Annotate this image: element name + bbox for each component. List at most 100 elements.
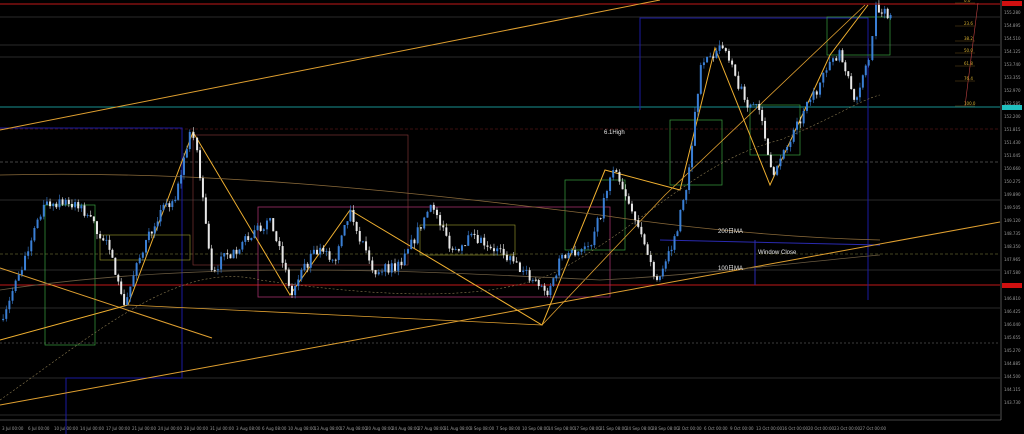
- candle: [676, 229, 679, 237]
- candle: [328, 247, 331, 262]
- candle-body: [371, 260, 374, 271]
- candles: [2, 0, 892, 322]
- candle-body: [679, 209, 682, 232]
- candle: [670, 245, 673, 257]
- candle-body: [132, 275, 135, 287]
- candle: [667, 246, 670, 264]
- candle-body: [709, 56, 712, 58]
- candle-body: [819, 82, 822, 95]
- candle: [871, 36, 874, 62]
- candle-body: [126, 297, 129, 305]
- candle-body: [77, 202, 80, 209]
- candle: [349, 205, 352, 223]
- candle: [473, 229, 476, 240]
- candle: [397, 259, 400, 276]
- candle: [180, 169, 183, 189]
- candle-body: [201, 178, 204, 198]
- candle-body: [199, 150, 202, 179]
- ma-200-line: [0, 173, 881, 241]
- candle-body: [204, 197, 207, 224]
- candle-body: [574, 250, 577, 256]
- candle: [8, 296, 11, 314]
- candle: [423, 216, 426, 231]
- price-tick-label: 144.885: [1004, 361, 1021, 366]
- candle: [284, 259, 287, 273]
- candle-body: [14, 280, 17, 292]
- candle: [749, 103, 752, 108]
- fib-level-label: 76.4: [964, 76, 973, 81]
- candle: [646, 242, 649, 256]
- candle-body: [223, 253, 226, 257]
- candle-body: [583, 246, 586, 250]
- price-tick-label: 152.200: [1004, 114, 1021, 119]
- candle-body: [489, 246, 492, 249]
- candle-body: [531, 279, 534, 281]
- time-tick-label: 7 Sep 08:00: [496, 426, 521, 431]
- candle: [850, 72, 853, 90]
- candle-body: [138, 257, 141, 264]
- candle: [232, 249, 235, 259]
- candle: [253, 225, 256, 239]
- candle: [615, 168, 618, 173]
- candle-body: [460, 245, 463, 251]
- candle-body: [244, 236, 247, 242]
- candle-body: [841, 50, 844, 63]
- candle: [555, 273, 558, 282]
- candle: [574, 245, 577, 257]
- candle: [451, 246, 454, 253]
- price-tick-label: 151.045: [1004, 153, 1021, 158]
- green-box: [419, 224, 516, 256]
- candle: [108, 235, 111, 255]
- candle: [552, 277, 555, 287]
- candle: [322, 245, 325, 254]
- candle: [334, 258, 337, 265]
- candle: [445, 223, 448, 237]
- fib-line: [964, 2, 979, 107]
- blue-box: [639, 17, 869, 300]
- candle: [832, 56, 835, 66]
- candle: [828, 57, 831, 71]
- candle-body: [496, 248, 499, 252]
- candle-body: [715, 50, 718, 58]
- time-axis: 3 Jul 00:00 6 Jul 00:00 10 Jul 00:00 14 Jul…: [2, 426, 887, 431]
- price-tick-label: 143.730: [1004, 400, 1021, 405]
- time-tick-label: 6 Aug 08:00: [262, 426, 287, 431]
- candle: [281, 241, 284, 268]
- candle-body: [528, 270, 531, 281]
- candle-body: [805, 101, 808, 111]
- candle: [609, 176, 612, 196]
- candle: [605, 189, 608, 201]
- candle-body: [602, 198, 605, 219]
- candle-body: [361, 241, 364, 243]
- candle: [634, 211, 637, 225]
- candle-body: [5, 309, 8, 319]
- price-tick-label: 154.125: [1004, 49, 1021, 54]
- candle-body: [499, 248, 502, 250]
- candle: [593, 227, 596, 249]
- candle: [661, 265, 664, 279]
- candle-body: [291, 285, 293, 296]
- candle: [743, 84, 746, 103]
- candle-body: [322, 247, 325, 252]
- time-tick-label: 3 Sep 08:00: [470, 426, 495, 431]
- candle-body: [587, 246, 590, 248]
- candle-body: [534, 279, 537, 281]
- candle: [567, 251, 570, 259]
- time-tick-label: 9 Oct 00:00: [730, 426, 754, 431]
- candle: [877, 0, 880, 13]
- candle: [691, 141, 694, 172]
- candle-body: [36, 219, 39, 229]
- candle: [55, 201, 58, 210]
- candle: [467, 230, 470, 246]
- price-tick-label: 147.965: [1004, 257, 1021, 262]
- candle: [340, 234, 343, 248]
- candle-body: [886, 8, 889, 19]
- time-tick-label: 10 Aug 08:00: [288, 426, 315, 431]
- candle: [135, 262, 138, 281]
- price-tick-label: 149.890: [1004, 192, 1021, 197]
- time-tick-label: 20 Oct 00:00: [808, 426, 835, 431]
- candle-body: [250, 237, 253, 241]
- candle-body: [731, 60, 734, 65]
- candle-body: [400, 261, 403, 266]
- time-tick-label: 3 Aug 08:00: [236, 426, 261, 431]
